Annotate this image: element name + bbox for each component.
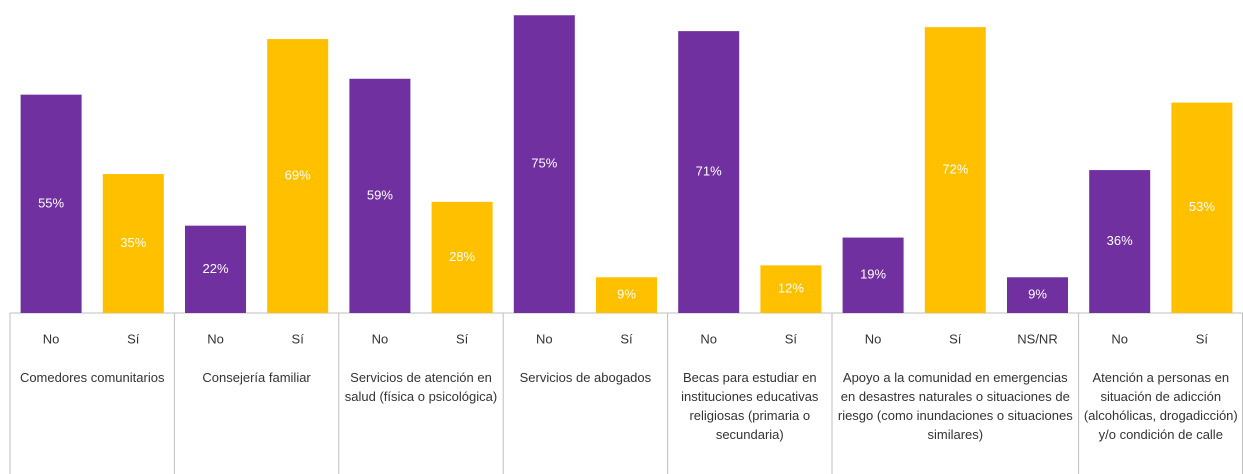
- bar: [267, 39, 329, 313]
- group-label: Atención a personas en situación de adic…: [1083, 370, 1238, 442]
- x-tick-label: No: [1111, 331, 1128, 346]
- x-tick-label: Sí: [127, 331, 140, 346]
- x-tick-label: Sí: [785, 331, 798, 346]
- bar: [760, 265, 822, 313]
- bar: [349, 78, 411, 314]
- bar: [513, 15, 575, 313]
- value-label: 53%: [1189, 199, 1215, 214]
- bar: [596, 277, 657, 313]
- value-label: 75%: [531, 156, 557, 171]
- x-tick-label: No: [43, 331, 60, 346]
- value-label: 9%: [1028, 287, 1047, 302]
- value-label: 35%: [120, 235, 146, 250]
- x-tick-label: Sí: [1196, 331, 1209, 346]
- bar: [1007, 277, 1068, 313]
- group-label: Becas para estudiar en instituciones edu…: [681, 370, 819, 442]
- x-tick-label: Sí: [292, 331, 305, 346]
- value-label: 71%: [696, 164, 722, 179]
- value-label: 19%: [860, 267, 886, 282]
- group-label: Servicios de atención en salud (física o…: [344, 370, 498, 404]
- x-tick-label: No: [865, 331, 882, 346]
- value-label: 55%: [38, 195, 64, 210]
- value-label: 22%: [202, 261, 228, 276]
- x-tick-label: No: [536, 331, 553, 346]
- bar: [1089, 170, 1151, 313]
- value-label: 36%: [1107, 233, 1133, 248]
- bar: [924, 27, 986, 313]
- group-label: Apoyo a la comunidad en emergencias en d…: [837, 370, 1073, 442]
- x-tick-label: Sí: [456, 331, 469, 346]
- value-label: 72%: [942, 162, 968, 177]
- group-label: Servicios de abogados: [519, 370, 652, 385]
- bar: [431, 201, 493, 313]
- value-label: 69%: [285, 167, 311, 182]
- bar: [20, 94, 82, 314]
- x-tick-label: No: [207, 331, 224, 346]
- bar: [185, 225, 246, 313]
- x-tick-label: NS/NR: [1017, 331, 1057, 346]
- group-label: Comedores comunitarios: [19, 370, 165, 385]
- x-tick-label: Sí: [620, 331, 633, 346]
- bar: [678, 31, 740, 313]
- value-label: 59%: [367, 187, 393, 202]
- value-label: 9%: [617, 287, 636, 302]
- x-tick-label: No: [700, 331, 717, 346]
- group-label: Consejería familiar: [202, 370, 311, 385]
- bar: [1171, 102, 1233, 313]
- bar: [102, 174, 164, 313]
- bar: [842, 237, 904, 313]
- value-label: 28%: [449, 249, 475, 264]
- x-tick-label: No: [372, 331, 389, 346]
- x-tick-label: Sí: [949, 331, 962, 346]
- value-label: 12%: [778, 281, 804, 296]
